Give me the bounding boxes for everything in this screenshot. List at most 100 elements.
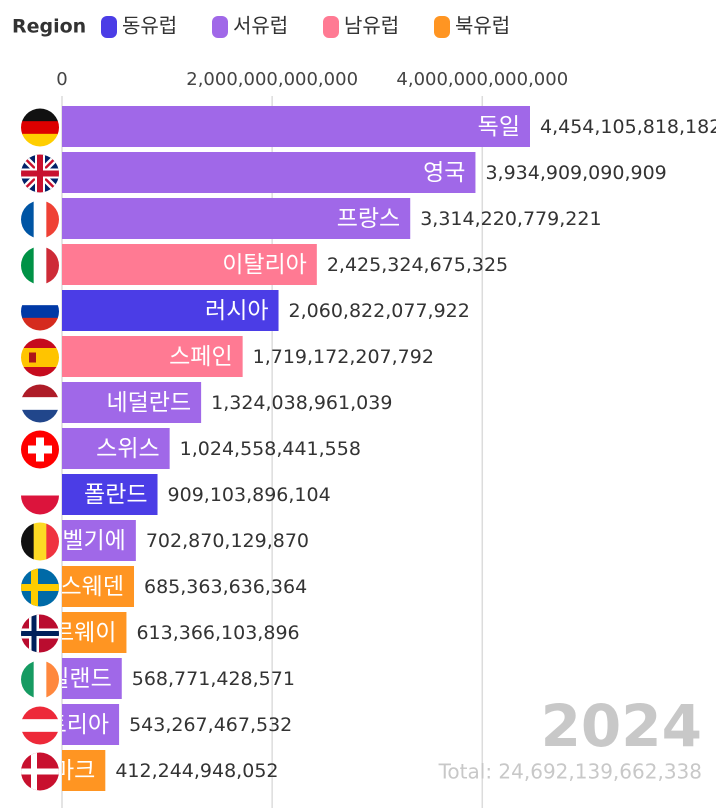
value-label: 1,719,172,207,792: [253, 346, 434, 368]
flag-stripe: [21, 348, 59, 358]
x-tick-label: 2,000,000,000,000: [186, 69, 358, 90]
flag: [21, 108, 59, 147]
bar: [62, 612, 127, 653]
year: 2024: [541, 692, 702, 760]
bar-label: 벨기에: [62, 528, 125, 554]
flag-stripe: [21, 731, 59, 745]
flag-stripe: [21, 522, 35, 561]
flag-stripe: [21, 338, 59, 349]
value-label: 412,244,948,052: [115, 760, 278, 782]
flag: [21, 384, 59, 423]
bar-label: 영국: [423, 160, 465, 186]
legend-swatch: [323, 16, 339, 38]
value-label: 3,314,220,779,221: [420, 208, 601, 230]
flag: [21, 522, 59, 561]
flag-stripe: [33, 660, 47, 699]
flag-stripe: [21, 706, 59, 720]
total: Total: 24,692,139,662,338: [438, 760, 702, 784]
bar: [62, 152, 476, 193]
flag-stripe: [21, 305, 59, 319]
flag-stripe: [21, 476, 59, 496]
bar-label: 아일랜드: [27, 666, 112, 692]
value-label: 909,103,896,104: [168, 484, 331, 506]
flag-stripe: [46, 660, 59, 699]
flag: [21, 568, 59, 607]
value-label: 3,934,909,090,909: [485, 162, 666, 184]
value-label: 685,363,636,364: [144, 576, 307, 598]
flag-stripe: [21, 357, 59, 368]
flag-stripe: [46, 522, 59, 561]
flag-stripe: [21, 292, 59, 306]
bar-label: 독일: [478, 114, 520, 140]
flag: [21, 614, 59, 653]
flag-stripe: [33, 522, 47, 561]
flag: [21, 154, 59, 193]
flag: [21, 706, 59, 745]
bar-label: 오스트리아: [3, 712, 109, 738]
value-label: 2,060,822,077,922: [289, 300, 470, 322]
flag-stripe: [21, 200, 35, 239]
value-label: 1,324,038,961,039: [211, 392, 392, 414]
value-label: 4,454,105,818,182: [540, 116, 716, 138]
bar-label: 노르웨이: [32, 620, 117, 646]
value-label: 568,771,428,571: [132, 668, 295, 690]
value-label: 613,366,103,896: [136, 622, 299, 644]
bar: [62, 290, 279, 331]
flag-stripe: [33, 200, 47, 239]
flag-cross: [28, 445, 52, 454]
flag: [21, 246, 59, 285]
legend-label: 동유럽: [122, 14, 177, 38]
legend-label: 남유럽: [344, 14, 399, 38]
legend-title: Region: [12, 16, 86, 38]
bar-label: 이탈리아: [222, 252, 307, 278]
flag-stripe: [21, 108, 59, 122]
flag-stripe: [21, 246, 35, 285]
bar-label: 스위스: [96, 436, 159, 462]
bar: [62, 520, 136, 561]
flag-stripe: [21, 397, 59, 411]
flag-stripe: [21, 384, 59, 398]
flag-stripe: [21, 121, 59, 135]
bar: [62, 658, 122, 699]
bar: [62, 428, 170, 469]
bar: [62, 382, 202, 423]
bar-label: 덴마크: [32, 758, 95, 784]
legend-label: 북유럽: [455, 14, 510, 38]
flag-stripe: [46, 246, 59, 285]
flag-stripe: [46, 200, 59, 239]
flag-stripe: [21, 409, 59, 423]
flag: [21, 752, 59, 791]
flag-stripe: [21, 317, 59, 331]
legend-swatch: [212, 16, 228, 38]
flag: [21, 200, 59, 239]
bar: [62, 198, 411, 239]
value-label: 1,024,558,441,558: [180, 438, 361, 460]
legend-swatch: [434, 16, 450, 38]
legend-swatch: [101, 16, 117, 38]
bar: [62, 750, 106, 791]
bar: [62, 566, 135, 607]
bar-label: 네덜란드: [106, 390, 191, 416]
flag-stripe: [21, 660, 35, 699]
bar: [62, 474, 158, 515]
bar: [62, 336, 243, 377]
flag-stripe: [21, 719, 59, 733]
flag-stripe: [21, 495, 59, 515]
legend-label: 서유럽: [233, 14, 288, 38]
x-tick-label: 4,000,000,000,000: [396, 69, 568, 90]
bar-label: 스웨덴: [61, 574, 124, 600]
value-label: 543,267,467,532: [129, 714, 292, 736]
flag: [21, 476, 59, 515]
flag: [21, 660, 59, 699]
x-tick-label: 0: [56, 69, 67, 90]
flag-stripe: [21, 367, 59, 377]
bar: [62, 704, 120, 745]
value-label: 702,870,129,870: [146, 530, 309, 552]
flag-cross: [21, 768, 59, 775]
bar: [62, 106, 530, 147]
flag-stripe: [33, 246, 47, 285]
flag: [21, 292, 59, 331]
bar-label: 스페인: [169, 344, 232, 370]
flag: [21, 338, 59, 377]
